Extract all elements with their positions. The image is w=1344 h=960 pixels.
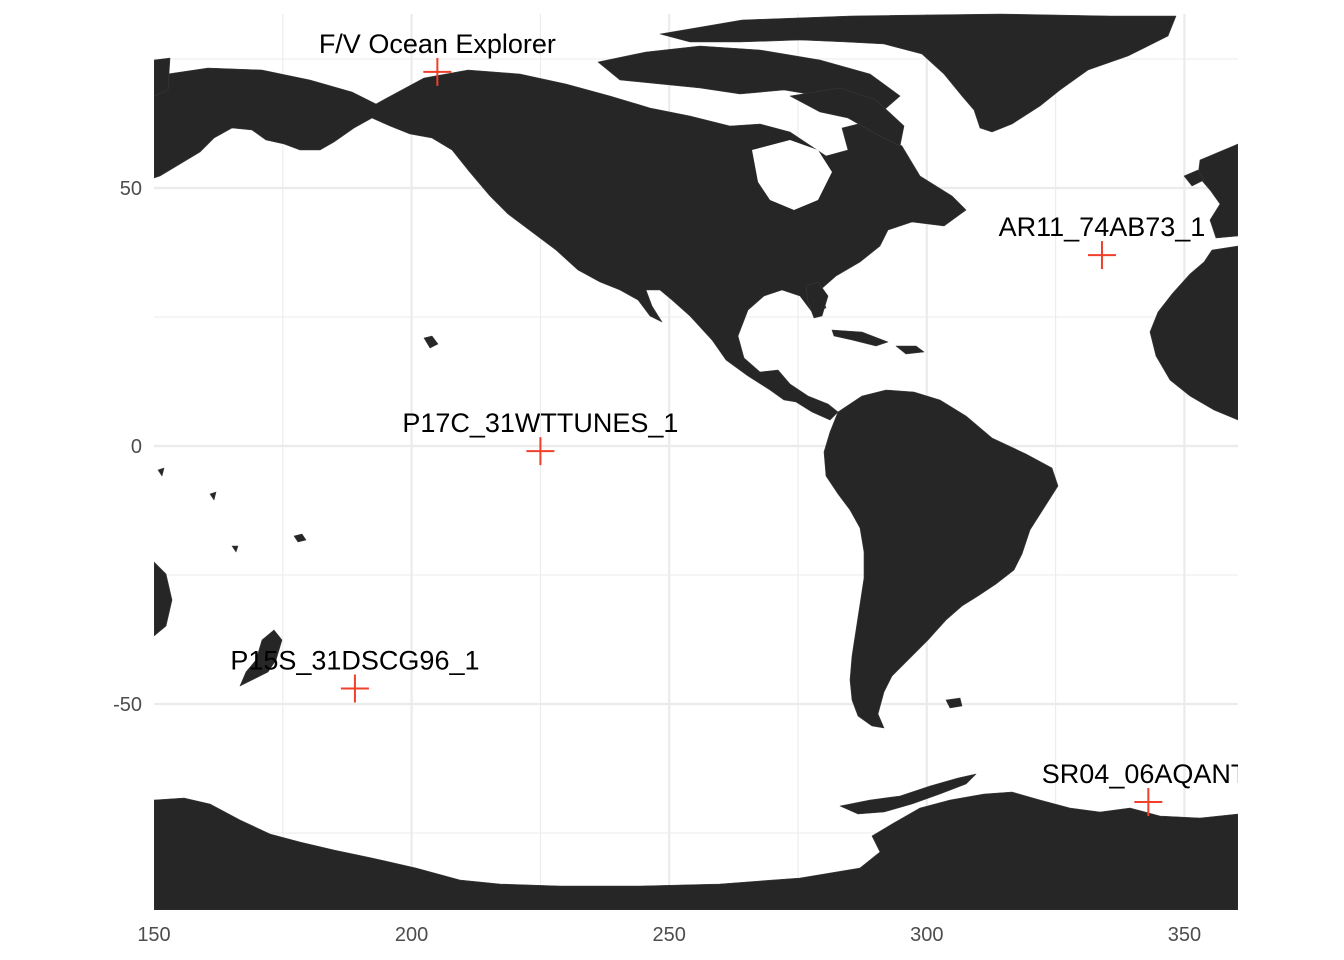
station-label: SR04_06AQANTI [1042, 759, 1255, 789]
cuba-landmass [831, 329, 889, 347]
iberia-africa-landmass [1149, 245, 1238, 421]
station-marker [423, 57, 452, 86]
x-tick-label: 250 [653, 924, 686, 946]
x-tick-label: 200 [395, 924, 428, 946]
baffin-island-landmass [789, 87, 905, 147]
y-tick-label: -50 [113, 694, 142, 716]
x-tick-label: 150 [137, 924, 170, 946]
station-marker [340, 674, 369, 703]
australia-landmass [154, 561, 173, 637]
hispaniola-landmass [895, 345, 925, 355]
siberia-landmass [154, 57, 171, 97]
x-tick-label: 350 [1168, 924, 1201, 946]
iceland-landmass [1183, 169, 1205, 187]
new-zealand-landmass [239, 629, 283, 687]
y-tick-label: 50 [120, 178, 142, 200]
north-america-landmass [154, 67, 967, 421]
antarctica-landmass [154, 791, 1238, 910]
y-tick-label: 0 [131, 436, 142, 458]
antarctic-peninsula-landmass [839, 773, 977, 815]
station-markers [340, 57, 1163, 817]
station-marker [526, 437, 555, 466]
station-label: AR11_74AB73_1 [999, 212, 1206, 242]
station-marker [1087, 241, 1116, 270]
station-label: P15S_31DSCG96_1 [230, 646, 479, 676]
hawaii-landmass [423, 335, 439, 349]
station-labels: F/V Ocean Explorer AR11_74AB73_1 P17C_31WT… [230, 29, 1255, 789]
landmass-layer [154, 13, 1238, 910]
station-label: P17C_31WTTUNES_1 [402, 408, 678, 438]
falklands-landmass [945, 697, 963, 709]
pacific-islands-landmass [157, 467, 307, 553]
x-tick-label: 300 [910, 924, 943, 946]
hudson-bay-water [752, 140, 832, 210]
greenland-landmass [659, 13, 1177, 133]
south-america-landmass [823, 389, 1059, 729]
axis-ticks: 150 200 250 300 350 50 0 -50 [113, 178, 1201, 946]
florida-landmass [805, 281, 829, 319]
station-marker [1134, 788, 1163, 817]
station-label: F/V Ocean Explorer [319, 29, 556, 59]
